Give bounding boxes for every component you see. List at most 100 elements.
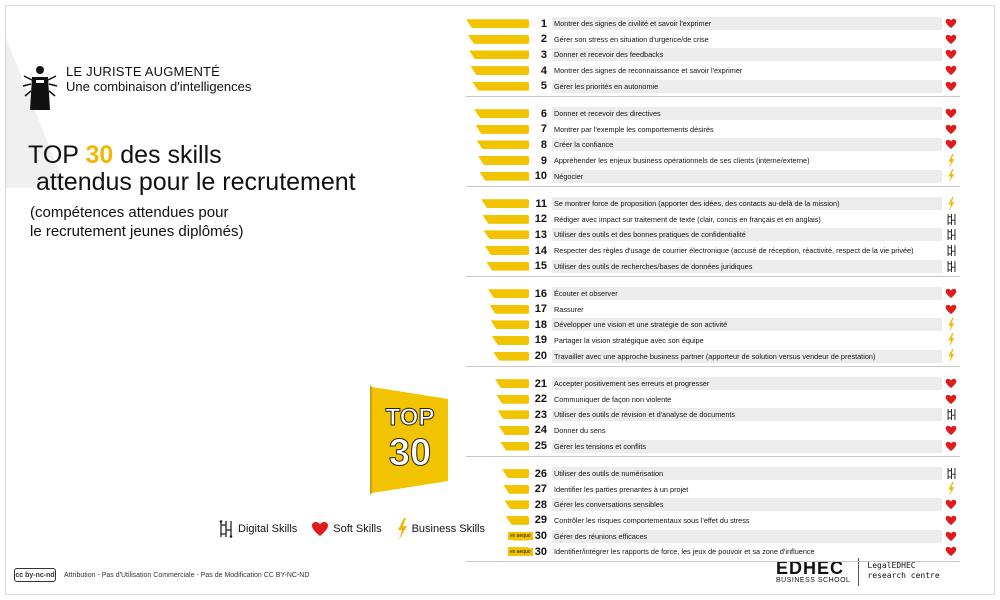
bar-area bbox=[466, 261, 529, 271]
skill-rank: 26 bbox=[534, 467, 547, 480]
skill-label: Travailler avec une approche business pa… bbox=[552, 349, 942, 363]
legend-business-label: Business Skills bbox=[411, 523, 485, 535]
badge-number: 30 bbox=[389, 432, 431, 474]
skill-label: Gérer les priorités en autonomie bbox=[552, 79, 942, 93]
skill-label: Créer la confiance bbox=[552, 138, 942, 152]
skill-bar bbox=[482, 214, 529, 224]
skill-category bbox=[942, 425, 960, 436]
skill-rank: 20 bbox=[534, 350, 547, 363]
skill-rank: 29 bbox=[534, 514, 547, 527]
decorative-corner bbox=[6, 38, 66, 188]
skill-bar bbox=[476, 140, 529, 150]
heart-icon bbox=[945, 140, 957, 150]
skill-label: Négocier bbox=[552, 169, 942, 183]
skill-category bbox=[942, 153, 960, 168]
skill-bar bbox=[504, 500, 529, 510]
bar-area bbox=[466, 124, 529, 134]
skill-rank: 30 bbox=[534, 545, 547, 558]
page-title: TOP 30 des skills attendus pour le recru… bbox=[28, 142, 356, 196]
edhec-sub: BUSINESS SCHOOL bbox=[776, 576, 851, 584]
skill-row: 12 Rédiger avec impact sur traitement de … bbox=[466, 212, 960, 228]
skill-label: Contrôler les risques comportementaux so… bbox=[552, 513, 942, 527]
brand: LE JURISTE AUGMENTÉ Une combinaison d'in… bbox=[20, 64, 251, 112]
heart-icon bbox=[945, 124, 957, 135]
skill-category bbox=[942, 531, 960, 542]
skill-row: 6 Donner et recevoir des directives bbox=[466, 106, 960, 122]
ex-aequo-tag: ex aequo bbox=[508, 547, 533, 556]
heart-icon bbox=[945, 81, 957, 91]
skill-row: 18 Développer une vision et une stratégie… bbox=[466, 317, 960, 333]
skill-row: 14 Respecter des règles d'usage de courri… bbox=[466, 243, 960, 259]
badge-word: TOP bbox=[386, 404, 435, 431]
bar-area bbox=[466, 109, 529, 119]
heart-icon bbox=[945, 515, 957, 526]
skill-category bbox=[942, 378, 960, 389]
heart-icon bbox=[945, 65, 957, 76]
skill-category bbox=[942, 394, 960, 405]
centre-line1: LegalEDHEC bbox=[867, 561, 916, 570]
title-prefix: TOP bbox=[28, 141, 79, 169]
subtitle-line2: le recrutement jeunes diplômés) bbox=[30, 223, 244, 240]
skill-group: 21 Accepter positivement ses erreurs et p… bbox=[466, 376, 960, 457]
skill-label: Montrer par l'exemple les comportements … bbox=[552, 122, 942, 136]
bar-area bbox=[466, 425, 529, 435]
skill-bar bbox=[489, 304, 529, 314]
skill-row: 16 Écouter et observer bbox=[466, 286, 960, 302]
skill-row: 19 Partager la vision stratégique avec so… bbox=[466, 333, 960, 349]
bar-area bbox=[466, 394, 529, 404]
skill-category bbox=[942, 482, 960, 497]
skill-bar bbox=[469, 50, 529, 60]
skill-category bbox=[942, 244, 960, 257]
skill-rank: 10 bbox=[534, 170, 547, 183]
skill-row: 23 Utiliser des outils de révision et d'a… bbox=[466, 407, 960, 423]
skill-category bbox=[942, 65, 960, 76]
skill-rank: 12 bbox=[534, 213, 547, 226]
skill-category bbox=[942, 108, 960, 119]
skill-bar bbox=[500, 441, 529, 451]
skill-category bbox=[942, 408, 960, 421]
digital-skills-icon bbox=[947, 468, 955, 480]
skill-rank: 23 bbox=[534, 408, 547, 421]
digital-skills-icon bbox=[947, 245, 955, 257]
skill-rank: 17 bbox=[534, 303, 547, 316]
skill-row: 13 Utiliser des outils et des bonnes prat… bbox=[466, 227, 960, 243]
skill-label: Gérer les conversations sensibles bbox=[552, 498, 942, 512]
skill-bar bbox=[484, 246, 529, 256]
bar-area bbox=[466, 410, 529, 420]
skill-bar bbox=[491, 335, 529, 345]
skill-rank: 22 bbox=[534, 393, 547, 406]
skill-row: 8 Créer la confiance bbox=[466, 137, 960, 153]
lightning-icon bbox=[948, 333, 955, 348]
skill-rank: 18 bbox=[534, 318, 547, 331]
title-line2: attendus pour le recrutement bbox=[36, 168, 356, 196]
skill-row: ex aequo 30 Identifier/intégrer les rappor… bbox=[466, 544, 960, 560]
skill-category bbox=[942, 349, 960, 364]
subtitle: (compétences attendues pour le recruteme… bbox=[30, 203, 243, 241]
bar-area bbox=[466, 320, 529, 330]
skill-row: 2 Gérer son stress en situation d'urgence… bbox=[466, 32, 960, 48]
heart-icon bbox=[945, 50, 957, 60]
edhec-logo: EDHEC BUSINESS SCHOOL LegalEDHEC researc… bbox=[776, 556, 940, 586]
legend: Digital Skills Soft Skills Business Skil… bbox=[218, 518, 499, 540]
skill-category bbox=[942, 196, 960, 211]
bar-area bbox=[466, 246, 529, 256]
digital-skills-icon bbox=[947, 213, 955, 225]
skill-category bbox=[942, 499, 960, 510]
bar-area bbox=[466, 156, 529, 166]
skill-bar bbox=[470, 66, 529, 76]
skill-bar bbox=[486, 261, 529, 271]
skill-rank: 14 bbox=[534, 244, 547, 257]
skill-bar bbox=[477, 156, 529, 166]
brand-tagline: Une combinaison d'intelligences bbox=[66, 79, 252, 94]
skill-bar bbox=[503, 484, 529, 494]
skill-row: 4 Montrer des signes de reconnaissance et… bbox=[466, 63, 960, 79]
skill-category bbox=[942, 81, 960, 92]
skill-group: 11 Se montrer force de proposition (appor… bbox=[466, 196, 960, 277]
skill-rank: 9 bbox=[540, 154, 547, 167]
skill-category bbox=[942, 317, 960, 332]
bar-area bbox=[466, 50, 529, 60]
skill-label: Gérer les tensions et conflits bbox=[552, 439, 942, 453]
skill-row: ex aequo 30 Gérer des réunions efficaces bbox=[466, 528, 960, 544]
skill-label: Utiliser des outils de recherches/bases … bbox=[552, 259, 942, 273]
skill-label: Utiliser des outils et des bonnes pratiq… bbox=[552, 228, 942, 242]
